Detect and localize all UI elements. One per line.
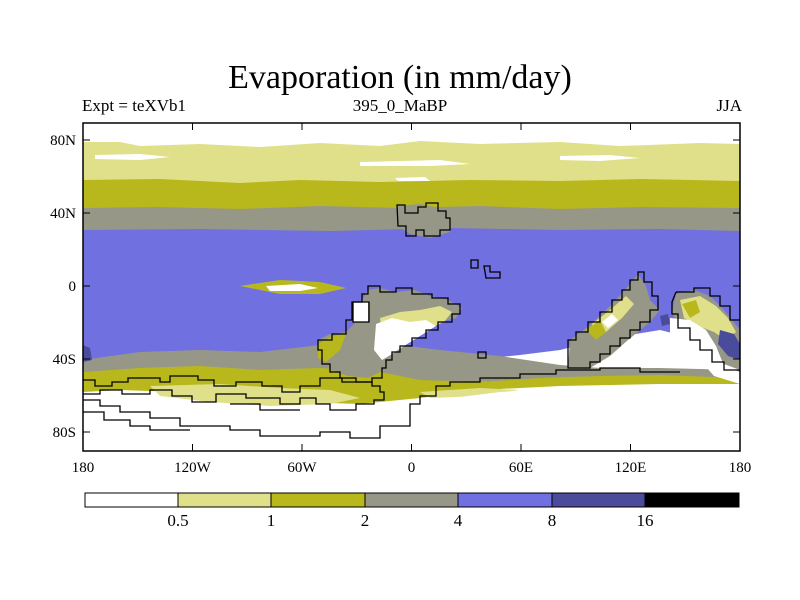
dark-blue-patch bbox=[718, 330, 740, 360]
lat-label-0: 0 bbox=[69, 279, 77, 295]
continent-east-olive bbox=[586, 320, 606, 340]
colorbar-label: 2 bbox=[361, 511, 370, 530]
lon-ticks bbox=[82, 123, 741, 451]
continent-far-east-olive bbox=[682, 300, 700, 318]
band-south-light-yellow bbox=[150, 384, 360, 406]
north-white-gap bbox=[395, 177, 430, 181]
colorbar-box bbox=[457, 492, 553, 508]
season-label: JJA bbox=[716, 96, 742, 115]
colorbar-label: 0.5 bbox=[167, 511, 188, 530]
equatorial-feature-white bbox=[266, 284, 318, 291]
continent-central-white bbox=[374, 318, 436, 360]
lat-label-40n: 40N bbox=[50, 206, 76, 222]
map-title: Evaporation (in mm/day) bbox=[228, 59, 572, 96]
colorbar-box bbox=[270, 492, 366, 508]
colorbar-box bbox=[551, 492, 646, 508]
north-white-gap bbox=[560, 155, 640, 161]
continent-outlines bbox=[83, 202, 740, 439]
continent-east-white bbox=[602, 314, 618, 328]
band-north-olive bbox=[83, 179, 740, 218]
colorbar-box bbox=[84, 492, 179, 508]
north-white-gap bbox=[360, 160, 470, 166]
colorbar-box bbox=[644, 492, 740, 508]
lat-label-80n: 80N bbox=[50, 133, 76, 149]
lon-label-120e: 120E bbox=[615, 460, 647, 476]
continent-central-olive bbox=[318, 334, 346, 362]
band-south-light-yellow bbox=[420, 388, 520, 398]
experiment-label: Expt = teXVb1 bbox=[82, 96, 187, 115]
lon-label-60w: 60W bbox=[287, 460, 317, 476]
lon-label-0: 0 bbox=[408, 460, 416, 476]
colorbar-label: 16 bbox=[637, 511, 654, 530]
period-label: 395_0_MaBP bbox=[352, 96, 448, 115]
lon-label-180w: 180 bbox=[72, 460, 95, 476]
colorbar-label: 8 bbox=[548, 511, 557, 530]
map-field bbox=[83, 123, 740, 451]
colorbar-box bbox=[177, 492, 272, 508]
colorbar-label: 1 bbox=[267, 511, 276, 530]
colorbar-label: 4 bbox=[454, 511, 463, 530]
lat-label-80s: 80S bbox=[53, 425, 76, 441]
colorbar-box bbox=[364, 492, 459, 508]
lon-label-180e: 180 bbox=[729, 460, 752, 476]
continent-central-white-small bbox=[353, 302, 368, 322]
lat-ticks bbox=[83, 139, 740, 433]
north-white-gap bbox=[95, 154, 170, 160]
lat-label-40s: 40S bbox=[53, 352, 76, 368]
lon-label-60e: 60E bbox=[509, 460, 533, 476]
band-south-white bbox=[83, 386, 740, 451]
dark-blue-patch bbox=[83, 345, 92, 362]
dark-blue-patch bbox=[660, 314, 670, 326]
continent-far-east-white bbox=[670, 318, 740, 384]
colorbar bbox=[84, 492, 740, 508]
lon-label-120w: 120W bbox=[174, 460, 212, 476]
